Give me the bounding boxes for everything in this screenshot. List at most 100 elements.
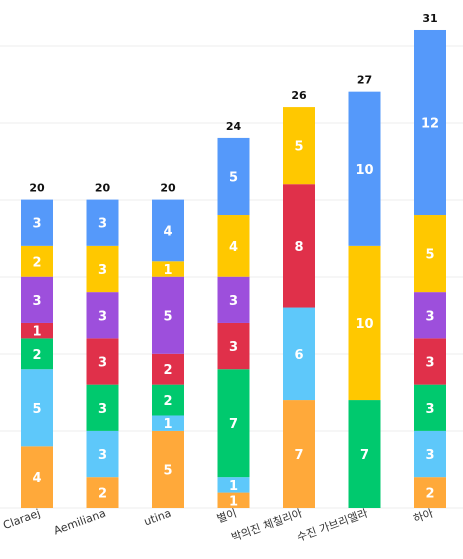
bar-segment	[21, 276, 53, 323]
bar-segment	[348, 91, 381, 246]
segment-value-label: 4	[229, 240, 238, 255]
bar-segment	[348, 245, 381, 401]
bar-total-label: 20	[95, 182, 111, 195]
segment-value-label: 1	[163, 417, 172, 432]
bar-segment	[217, 215, 250, 277]
segment-value-label: 3	[98, 263, 107, 278]
bar-segment	[86, 245, 119, 293]
bar-segment	[152, 199, 184, 262]
bar-segment	[217, 477, 250, 493]
bar-segment	[21, 245, 53, 277]
segment-value-label: 2	[32, 255, 41, 270]
segment-value-label: 12	[421, 117, 439, 132]
bar-segment	[86, 199, 119, 246]
segment-value-label: 3	[229, 294, 238, 309]
bar-segment	[152, 276, 184, 354]
category-tick-label: 박의진 체칠리아	[230, 507, 304, 545]
bar-total-label: 24	[226, 120, 242, 133]
segment-value-label: 2	[425, 487, 434, 502]
category-tick-label: 별이	[215, 507, 238, 526]
category-tick-label: 하아	[411, 506, 435, 526]
segment-value-label: 7	[294, 448, 303, 463]
bar-total-label: 20	[160, 182, 176, 195]
bar-layer	[21, 29, 446, 508]
segment-value-label: 5	[163, 463, 172, 478]
segment-value-label: 8	[294, 240, 303, 255]
segment-value-label: 7	[360, 448, 369, 463]
bar-segment	[21, 369, 53, 447]
bar-total-label: 27	[357, 74, 372, 87]
bar-total-label: 31	[422, 12, 437, 25]
bar-segment	[86, 430, 119, 478]
bar-segment	[348, 400, 381, 508]
segment-value-label: 5	[425, 248, 434, 263]
segment-value-label: 1	[229, 494, 238, 509]
bar-segment	[414, 338, 446, 385]
segment-value-label: 3	[229, 340, 238, 355]
segment-value-label: 5	[229, 170, 238, 185]
bar-segment	[86, 292, 119, 339]
bar-segment	[283, 400, 315, 508]
segment-value-label: 1	[32, 325, 41, 340]
segment-value-label: 6	[294, 348, 303, 363]
bar-segment	[21, 322, 53, 339]
category-tick-label: Aemiliana	[52, 507, 108, 538]
segment-value-label: 1	[229, 479, 238, 494]
segment-value-label: 3	[425, 448, 434, 463]
bar-segment	[414, 215, 446, 293]
bar-segment	[217, 492, 250, 508]
bar-segment	[414, 29, 446, 216]
segment-value-label: 3	[98, 309, 107, 324]
bar-segment	[283, 107, 315, 185]
segment-value-label: 3	[98, 448, 107, 463]
bar-segment	[21, 446, 53, 508]
bar-segment	[414, 430, 446, 478]
segment-value-label: 2	[163, 363, 172, 378]
bar-segment	[414, 292, 446, 339]
bar-segment	[217, 137, 250, 216]
segment-value-label: 3	[98, 217, 107, 232]
bar-segment	[152, 261, 184, 277]
segment-value-label: 4	[163, 224, 172, 239]
segment-value-label: 2	[98, 487, 107, 502]
segment-value-label: 7	[229, 417, 238, 432]
category-tick-label: Claraej	[1, 507, 42, 532]
bar-segment	[152, 415, 184, 431]
bar-segment	[414, 384, 446, 431]
segment-value-label: 3	[425, 402, 434, 417]
bar-segment	[86, 384, 119, 431]
segment-value-label: 3	[98, 356, 107, 371]
category-tick-label: 수진 가브리엘라	[295, 507, 369, 545]
category-tick-label: utina	[142, 507, 173, 529]
bar-total-label: 20	[29, 182, 45, 195]
segment-value-label: 10	[355, 317, 373, 332]
segment-value-label: 5	[163, 309, 172, 324]
bar-segment	[217, 369, 250, 478]
segment-value-label: 1	[163, 263, 172, 278]
bar-segment	[21, 338, 53, 370]
bar-segment	[152, 384, 184, 416]
segment-value-label: 3	[98, 402, 107, 417]
segment-value-label: 4	[32, 471, 41, 486]
bar-segment	[283, 307, 315, 401]
segment-value-label: 3	[32, 294, 41, 309]
bar-segment	[217, 322, 250, 370]
bar-segment	[21, 199, 53, 246]
bar-total-label: 26	[291, 89, 307, 102]
segment-value-label: 2	[163, 394, 172, 409]
bar-segment	[152, 430, 184, 508]
bar-segment	[414, 477, 446, 508]
segment-value-label: 2	[32, 348, 41, 363]
segment-value-label: 10	[355, 163, 373, 178]
segment-value-label: 3	[425, 356, 434, 371]
bar-segment	[283, 184, 315, 308]
bar-segment	[217, 276, 250, 323]
segment-value-label: 3	[32, 217, 41, 232]
segment-value-label: 5	[32, 402, 41, 417]
bar-segment	[86, 338, 119, 385]
bar-segment	[152, 353, 184, 385]
segment-value-label: 3	[425, 309, 434, 324]
bar-segment	[86, 477, 119, 508]
